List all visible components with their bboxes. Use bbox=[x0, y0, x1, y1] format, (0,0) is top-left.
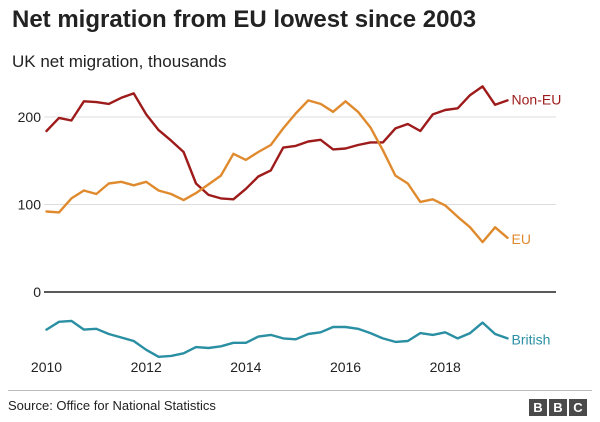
x-tick-label: 2010 bbox=[31, 359, 62, 375]
bbc-logo-letter: C bbox=[569, 399, 587, 416]
chart-subtitle: UK net migration, thousands bbox=[12, 52, 227, 71]
bbc-logo-letter: B bbox=[549, 399, 567, 416]
y-tick-label: 200 bbox=[18, 109, 42, 125]
chart-title: Net migration from EU lowest since 2003 bbox=[12, 6, 477, 33]
y-tick-label: 0 bbox=[33, 284, 41, 300]
x-tick-label: 2018 bbox=[430, 359, 461, 375]
y-tick-label: 100 bbox=[18, 197, 42, 213]
x-tick-label: 2016 bbox=[330, 359, 361, 375]
series-line-british bbox=[45, 319, 509, 358]
series-end-label: EU bbox=[512, 231, 531, 247]
x-tick-label: 2012 bbox=[131, 359, 162, 375]
x-tick-label: 2014 bbox=[230, 359, 261, 375]
source-note: Source: Office for National Statistics bbox=[8, 398, 216, 413]
footer-divider bbox=[8, 390, 592, 391]
series-line-non-eu bbox=[45, 85, 509, 201]
bbc-logo: B B C bbox=[529, 399, 587, 416]
series-line-eu bbox=[45, 99, 509, 244]
bbc-logo-letter: B bbox=[529, 399, 547, 416]
series-end-label: Non-EU bbox=[512, 91, 562, 107]
line-chart: 0 100 200 2010 2012 2014 2016 2018 Non-EU EU Briti… bbox=[18, 85, 562, 375]
series-end-label: British bbox=[512, 331, 551, 347]
